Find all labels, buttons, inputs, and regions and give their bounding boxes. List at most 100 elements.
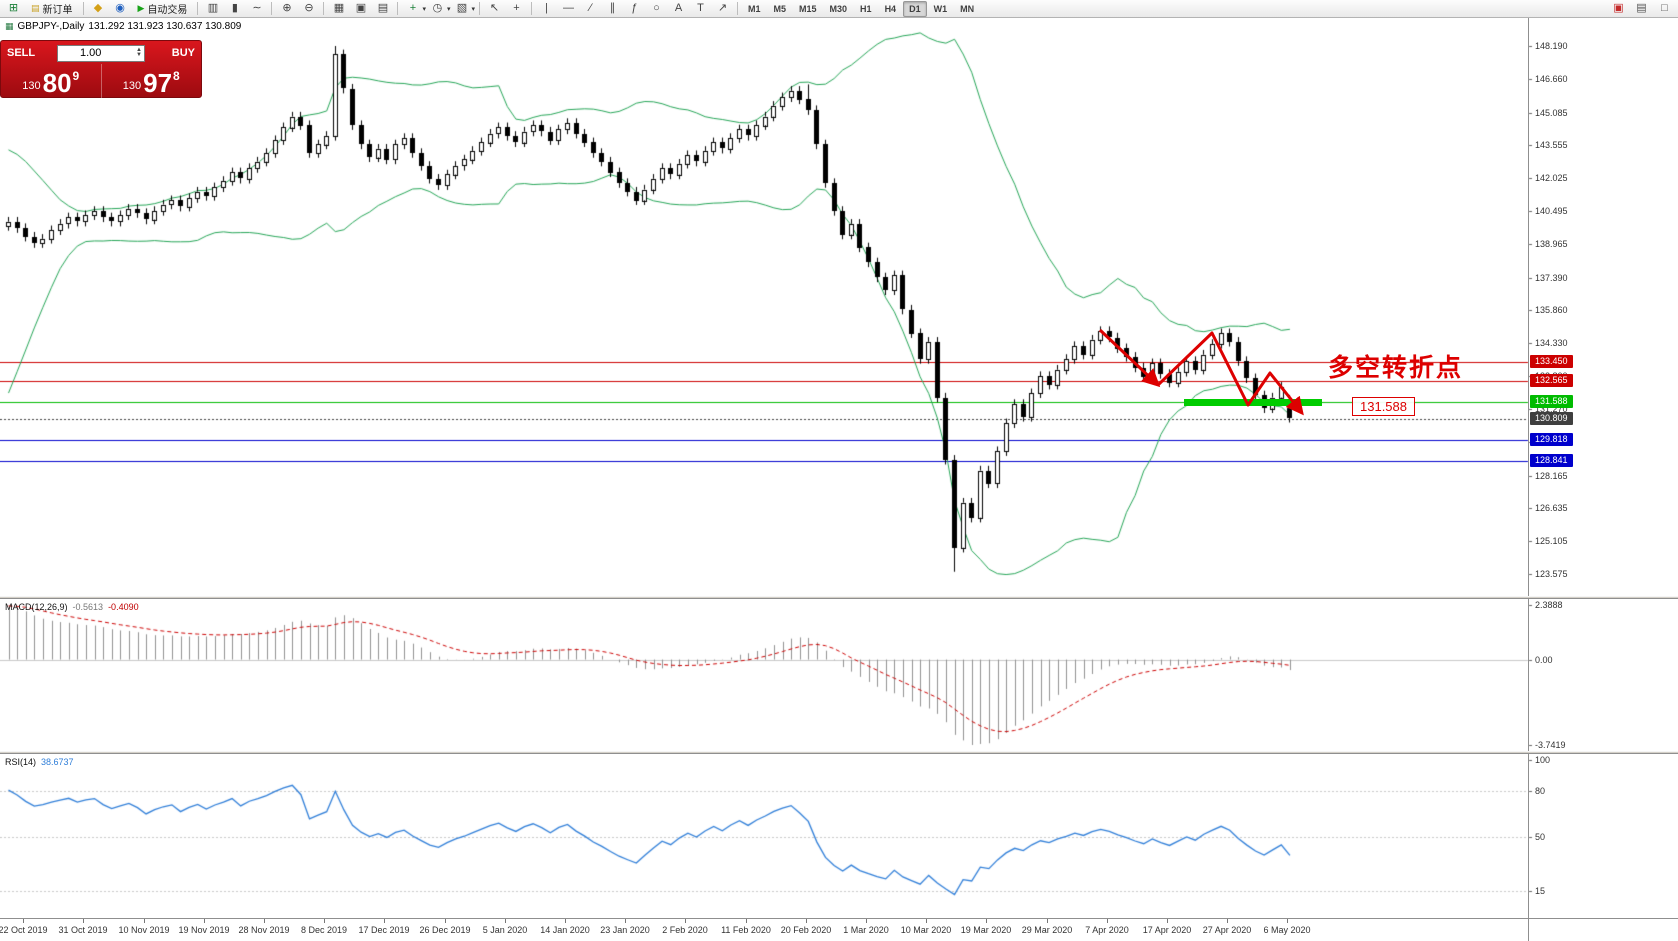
time-tick [986, 919, 987, 923]
cursor-icon[interactable]: ↖ [489, 2, 500, 14]
channel-icon[interactable]: ∥ [609, 2, 616, 14]
time-tick [83, 919, 84, 923]
timeframe-button-h4[interactable]: H4 [884, 3, 897, 14]
toolbar-right-group: ▣ ▤ □ [1608, 0, 1675, 17]
time-tick [505, 919, 506, 923]
indicators-icon[interactable]: + [409, 2, 417, 14]
timeframe-button-m30[interactable]: M30 [829, 3, 848, 14]
data-window-icon[interactable]: ▤ [1636, 2, 1647, 14]
volume-spinner[interactable]: ▲ ▼ [136, 47, 144, 58]
timeframe-button-mn[interactable]: MN [960, 3, 975, 14]
shapes-icon[interactable]: ○ [653, 2, 660, 14]
news-icon[interactable]: ▣ [1613, 2, 1624, 14]
timeframe-button-w1[interactable]: W1 [933, 3, 948, 14]
date-label: 1 Mar 2020 [843, 925, 889, 935]
templates-icon-dropdown[interactable]: ▾ [471, 5, 475, 13]
buy-button-label[interactable]: BUY [171, 47, 195, 59]
time-tick [685, 919, 686, 923]
autotrade-button[interactable]: ▶ 自动交易 [132, 0, 194, 18]
bar-chart-icon[interactable]: ▥ [207, 2, 219, 14]
macd-axis-label: 0.00 [1535, 654, 1553, 665]
time-tick [204, 919, 205, 923]
date-label: 11 Feb 2020 [721, 925, 771, 935]
timeframe-button-m5[interactable]: M5 [773, 3, 787, 14]
price-tick-label: 137.390 [1535, 272, 1568, 283]
macd-name: MACD(12,26,9) [5, 602, 68, 612]
date-label: 19 Nov 2019 [178, 925, 230, 935]
date-label: 23 Jan 2020 [600, 925, 650, 935]
autotrade-button-icon: ▶ [137, 3, 145, 13]
macd-signal-value: -0.4090 [108, 602, 139, 612]
fibonacci-icon[interactable]: ƒ [631, 2, 638, 14]
sell-button-label[interactable]: SELL [7, 47, 36, 59]
timeframe-button-m15[interactable]: M15 [799, 3, 817, 14]
rsi-axis-label: 100 [1535, 755, 1551, 765]
crosshair-icon[interactable]: + [513, 2, 520, 14]
date-label: 10 Mar 2020 [900, 925, 952, 935]
date-label: 17 Apr 2020 [1142, 925, 1192, 935]
trendline-icon[interactable]: ∕ [589, 2, 592, 14]
indicators-icon-dropdown[interactable]: ▾ [422, 5, 426, 13]
toolbar-separator [530, 2, 532, 15]
rsi-axis-label: 15 [1535, 885, 1546, 896]
rsi-value: 38.6737 [41, 757, 74, 767]
toolbar-separator [82, 2, 84, 15]
new-order-button[interactable]: ▤ 新订单 [25, 0, 79, 18]
sell-price-button[interactable]: 130 80 9 [1, 64, 101, 98]
tile-windows-icon[interactable]: ▦ [333, 2, 345, 14]
periods-icon[interactable]: ◷ [432, 2, 443, 14]
spinner-down-icon[interactable]: ▼ [136, 52, 142, 58]
time-tick [144, 919, 145, 923]
price-tick-label: 126.635 [1535, 503, 1568, 514]
label-icon[interactable]: T [697, 2, 704, 14]
panel-splitter[interactable] [0, 751, 1678, 754]
sell-price-pipette: 9 [72, 69, 80, 83]
time-tick [23, 919, 24, 923]
timeframe-button-h1[interactable]: H1 [860, 3, 872, 14]
time-tick [926, 919, 927, 923]
panel-splitter[interactable] [0, 596, 1678, 599]
toolbar-separator [397, 2, 399, 15]
zoom-out-icon[interactable]: ⊖ [304, 2, 314, 14]
arrow-tools-icon[interactable]: ↗ [717, 2, 728, 14]
profile-icon[interactable]: ◆ [93, 2, 103, 14]
line-chart-icon[interactable]: ∼ [252, 2, 262, 14]
text-icon[interactable]: A [674, 2, 683, 14]
new-chart-icon[interactable]: ⊞ [8, 2, 19, 14]
buy-price-pips: 97 [143, 68, 173, 98]
date-label: 6 May 2020 [1263, 925, 1311, 935]
chart-ohlc-values: 131.292 131.923 130.637 130.809 [88, 21, 242, 32]
full-screen-icon[interactable]: □ [1661, 2, 1668, 14]
macd-axis-label: 2.3888 [1535, 600, 1563, 610]
price-tick-label: 148.190 [1535, 41, 1568, 51]
date-label: 2 Feb 2020 [662, 925, 708, 935]
buy-price-button[interactable]: 130 97 8 [100, 64, 202, 98]
volume-value: 1.00 [80, 47, 102, 59]
support-line-segment[interactable] [1184, 399, 1322, 407]
price-tick-label: 125.105 [1535, 536, 1568, 547]
zoom-in-icon[interactable]: ⊕ [282, 2, 292, 14]
periods-icon-dropdown[interactable]: ▾ [446, 5, 451, 13]
arrange-windows-icon[interactable]: ▤ [377, 2, 389, 14]
chart-symbol-period: GBPJPY-,Daily [17, 21, 85, 32]
vertical-line-icon[interactable]: | [545, 2, 548, 14]
date-label: 17 Dec 2019 [358, 925, 410, 935]
price-badge: 133.450 [1530, 355, 1573, 369]
price-tick-label: 123.575 [1535, 569, 1568, 579]
volume-input[interactable]: 1.00 ▲ ▼ [57, 44, 145, 62]
market-watch-icon[interactable]: ◉ [115, 2, 125, 14]
toolbar-separator [478, 2, 480, 15]
timeframe-button-m1[interactable]: M1 [747, 3, 761, 14]
templates-icon[interactable]: ▧ [456, 2, 468, 14]
candlestick-chart-icon[interactable]: ▮ [231, 2, 238, 14]
time-tick [806, 919, 807, 923]
timeframe-button-d1[interactable]: D1 [903, 0, 927, 17]
toolbar-separator [736, 2, 738, 15]
date-label: 28 Nov 2019 [238, 925, 290, 935]
rsi-indicator-label: RSI(14) 38.6737 [5, 757, 74, 767]
spinner-up-icon[interactable]: ▲ [136, 47, 142, 53]
time-tick [1107, 919, 1108, 923]
cascade-windows-icon[interactable]: ▣ [355, 2, 367, 14]
horizontal-line-icon[interactable]: — [562, 2, 574, 14]
